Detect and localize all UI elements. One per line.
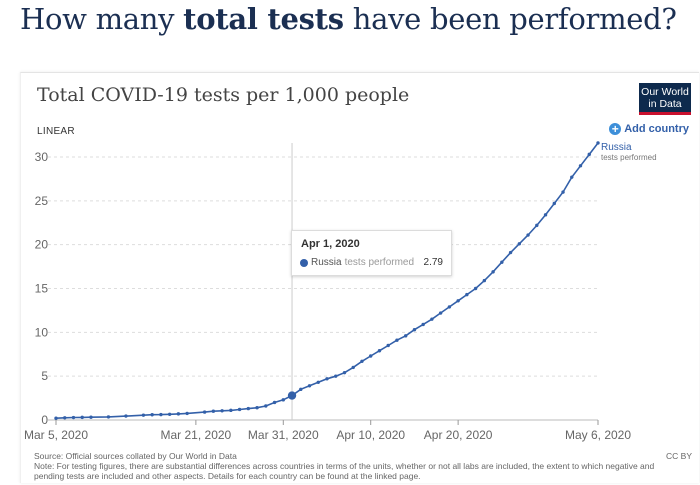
data-point[interactable]: [272, 400, 277, 405]
y-tick-label: 25: [35, 194, 49, 208]
y-tick-label: 30: [35, 150, 49, 164]
data-point[interactable]: [316, 380, 320, 385]
data-point[interactable]: [447, 305, 452, 309]
logo-line-2: in Data: [648, 98, 682, 110]
data-point[interactable]: [264, 404, 268, 408]
x-tick-label: Mar 21, 2020: [161, 428, 232, 442]
series-label-metric: tests performed: [601, 153, 657, 162]
data-point[interactable]: [369, 354, 373, 358]
data-point[interactable]: [202, 410, 207, 414]
tooltip: Apr 1, 2020 Russia tests performed 2.79: [291, 230, 452, 276]
y-tick-label: 0: [41, 413, 48, 427]
data-point[interactable]: [360, 359, 364, 363]
data-point[interactable]: [377, 349, 382, 353]
data-point[interactable]: [307, 384, 312, 388]
tooltip-country: Russia: [311, 257, 342, 268]
data-point[interactable]: [325, 377, 329, 381]
x-tick-label: Mar 5, 2020: [24, 428, 88, 442]
tooltip-value: 2.79: [423, 257, 443, 268]
data-point[interactable]: [80, 415, 84, 420]
x-tick-label: Apr 20, 2020: [424, 428, 493, 442]
y-tick-label: 5: [41, 369, 48, 383]
highlighted-data-point[interactable]: [287, 391, 297, 400]
data-point[interactable]: [246, 406, 251, 411]
data-point[interactable]: [281, 398, 285, 402]
data-point[interactable]: [150, 413, 154, 417]
tooltip-metric: tests performed: [344, 257, 415, 268]
data-point[interactable]: [570, 175, 574, 179]
data-point[interactable]: [500, 260, 504, 264]
data-point[interactable]: [473, 286, 478, 291]
data-point[interactable]: [482, 278, 487, 283]
logo-line-1: Our World: [641, 86, 689, 98]
data-point[interactable]: [54, 416, 58, 420]
data-point[interactable]: [220, 409, 224, 413]
data-point[interactable]: [552, 201, 556, 206]
data-point[interactable]: [596, 141, 600, 145]
data-point[interactable]: [124, 414, 128, 418]
x-tick-label: May 6, 2020: [565, 428, 631, 442]
series-color-dot: [300, 258, 308, 267]
data-point[interactable]: [159, 412, 163, 417]
tooltip-row: Russia tests performed: [300, 257, 414, 268]
page-heading: How many total tests have been performed…: [20, 2, 677, 36]
owid-logo[interactable]: Our World in Data: [639, 83, 691, 115]
tooltip-date: Apr 1, 2020: [301, 238, 360, 250]
series-label-country: Russia: [601, 142, 632, 153]
add-country-button[interactable]: + Add country: [609, 123, 689, 135]
data-point[interactable]: [63, 416, 67, 420]
plus-circle-icon: +: [609, 123, 622, 135]
data-point[interactable]: [211, 409, 216, 413]
data-point[interactable]: [167, 412, 172, 417]
data-point[interactable]: [561, 190, 565, 194]
data-point[interactable]: [351, 365, 355, 370]
data-point[interactable]: [342, 370, 347, 375]
data-point[interactable]: [412, 328, 417, 332]
y-tick-label: 10: [35, 325, 49, 339]
data-point[interactable]: [403, 334, 408, 338]
data-point[interactable]: [106, 415, 111, 419]
data-point[interactable]: [141, 413, 146, 417]
chart-title: Total COVID-19 tests per 1,000 people: [37, 84, 410, 106]
data-point[interactable]: [543, 213, 548, 217]
footer-notes: Source: Official sources collated by Our…: [34, 451, 664, 481]
y-tick-label: 15: [35, 282, 49, 296]
data-point[interactable]: [508, 250, 513, 255]
data-point[interactable]: [237, 407, 242, 412]
data-point[interactable]: [517, 242, 522, 246]
data-point[interactable]: [334, 374, 338, 378]
data-point[interactable]: [185, 411, 189, 416]
x-tick-label: Apr 10, 2020: [336, 428, 405, 442]
add-country-label: Add country: [624, 123, 689, 135]
data-point[interactable]: [535, 223, 539, 228]
data-point[interactable]: [299, 387, 303, 392]
y-tick-label: 20: [35, 238, 49, 252]
series-line-russia[interactable]: [55, 142, 599, 419]
license-label[interactable]: CC BY: [666, 451, 692, 461]
data-point[interactable]: [578, 164, 583, 168]
data-point[interactable]: [89, 415, 93, 419]
data-point[interactable]: [587, 152, 591, 157]
footer-note: Note: For testing figures, there are sub…: [34, 461, 655, 481]
data-point[interactable]: [456, 299, 460, 303]
data-point[interactable]: [386, 343, 390, 348]
data-point[interactable]: [491, 270, 495, 274]
data-point[interactable]: [526, 233, 530, 237]
data-point[interactable]: [465, 292, 469, 297]
scale-toggle-button[interactable]: LINEAR: [37, 126, 75, 137]
data-point[interactable]: [176, 412, 181, 416]
data-point[interactable]: [438, 311, 443, 315]
data-point[interactable]: [395, 338, 399, 342]
data-point[interactable]: [229, 408, 233, 413]
footer-source[interactable]: Source: Official sources collated by Our…: [34, 451, 237, 461]
chart-card: Total COVID-19 tests per 1,000 people Ou…: [20, 72, 699, 483]
data-point[interactable]: [255, 406, 259, 410]
x-tick-label: Mar 31, 2020: [248, 428, 319, 442]
data-point[interactable]: [430, 317, 434, 321]
data-point[interactable]: [421, 322, 425, 327]
data-point[interactable]: [71, 415, 76, 420]
